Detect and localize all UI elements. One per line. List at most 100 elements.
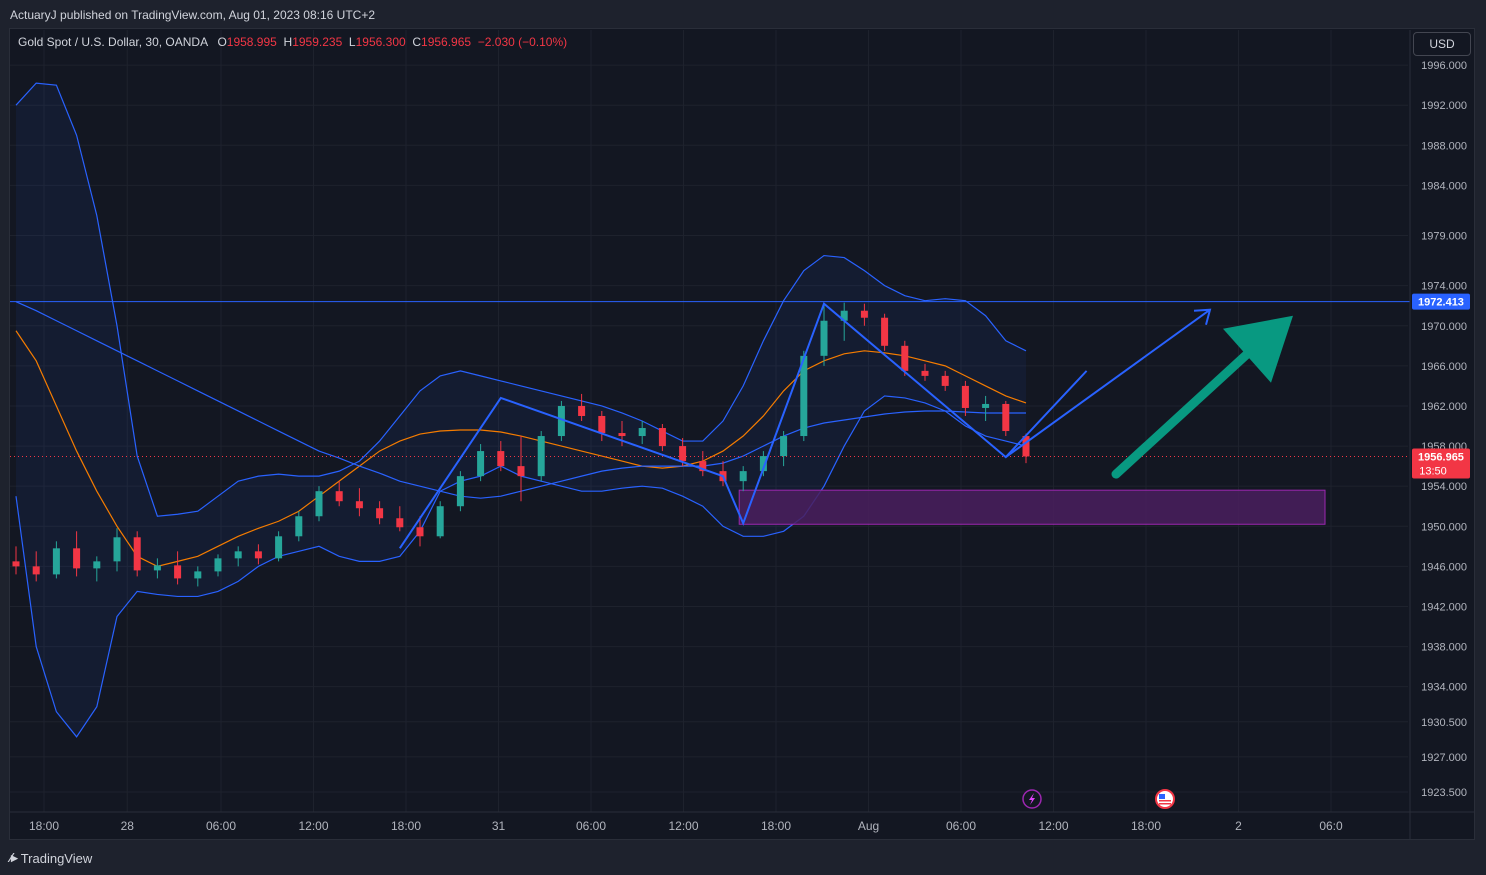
candle-body (881, 317, 889, 346)
candle-body (1002, 403, 1010, 432)
candle-body (578, 405, 586, 416)
symbol-legend: Gold Spot / U.S. Dollar, 30, OANDA O1958… (18, 35, 567, 49)
lightning-bolt-glyph (1029, 793, 1035, 805)
close-value: 1956.965 (421, 35, 472, 49)
y-tick-label: 1988.000 (1421, 140, 1467, 152)
x-tick-label: 12:00 (298, 819, 328, 833)
publisher-bar: ActuaryJ published on TradingView.com, A… (0, 0, 1486, 28)
price-axis[interactable]: 1996.000 1992.000 1988.000 1984.000 1979.000… (1409, 30, 1470, 840)
bollinger-fill (16, 83, 1026, 737)
flag-stripe (1159, 800, 1171, 802)
candle-body (275, 536, 283, 559)
event-markers[interactable] (1022, 789, 1175, 809)
open-label: O (217, 35, 227, 49)
x-tick-label: 2 (1235, 819, 1242, 833)
tradingview-logo-icon: ⁄▸ (10, 850, 18, 865)
demand-zone (738, 489, 1326, 525)
x-tick-label: 06:0 (1319, 819, 1343, 833)
y-tick-label: 1923.500 (1421, 787, 1467, 799)
level-price-tag-bg (1412, 293, 1470, 310)
level-price-tag: 1972.413 (1412, 293, 1470, 310)
publisher-line: ActuaryJ published on TradingView.com, A… (10, 8, 376, 22)
drawing-tools (398, 302, 1293, 549)
time-axis[interactable]: 18:00 28 06:00 12:00 18:00 31 06:00 12:00 18:00 A… (10, 811, 1475, 833)
candle-body (820, 320, 828, 356)
y-tick-label: 1984.000 (1421, 180, 1467, 192)
x-tick-label: 18:00 (391, 819, 421, 833)
candle-body (598, 415, 606, 434)
x-tick-label: Aug (858, 819, 879, 833)
x-tick-label: 18:00 (761, 819, 791, 833)
y-tick-label: 1927.000 (1421, 752, 1467, 764)
candle-body (517, 466, 525, 477)
last-price-tag: 1956.965 13:50 (1412, 448, 1470, 479)
candle-body (456, 476, 464, 507)
y-tick-label: 1938.000 (1421, 642, 1467, 654)
tradingview-brand[interactable]: ⁄▸ TradingView (10, 850, 92, 866)
candle-body (679, 446, 687, 462)
candle-body (376, 508, 384, 519)
x-tick-label: 18:00 (1131, 819, 1161, 833)
y-tick-label: 1979.000 (1421, 231, 1467, 243)
flag-canton (1159, 794, 1165, 799)
bollinger-bands (15, 82, 1027, 738)
x-tick-label: 18:00 (29, 819, 59, 833)
symbol-name: Gold Spot / U.S. Dollar, 30, OANDA (18, 35, 208, 49)
candle-body (113, 537, 121, 562)
y-tick-label: 1974.000 (1421, 281, 1467, 293)
candle-body (254, 551, 262, 559)
x-tick-label: 12:00 (668, 819, 698, 833)
candle-body (901, 345, 909, 371)
candle-body (658, 428, 666, 447)
candle-body (234, 551, 242, 559)
last-price-tag-text: 1956.965 (1418, 451, 1464, 463)
candle-body (436, 506, 444, 537)
candle-body (739, 471, 747, 482)
candle-body (941, 375, 949, 386)
y-tick-label: 1950.000 (1421, 521, 1467, 533)
candle-body (840, 310, 848, 321)
brand-name: TradingView (20, 850, 93, 866)
candle-body (982, 403, 990, 408)
price-change: −2.030 (−0.10%) (477, 35, 568, 49)
candle-body (800, 355, 808, 437)
y-tick-label: 1970.000 (1421, 321, 1467, 333)
candle-body (396, 518, 404, 528)
currency-button[interactable]: USD (1413, 32, 1471, 56)
bullish-arrow-shaft (1111, 333, 1270, 479)
last-price-tag-bg (1412, 448, 1470, 479)
demand-zone-rect (738, 489, 1326, 525)
candle-body (153, 565, 161, 571)
y-tick-label: 1966.000 (1421, 361, 1467, 373)
close-label: C (412, 35, 422, 49)
x-tick-label: 06:00 (576, 819, 606, 833)
candle-body (961, 385, 969, 408)
candle-body (214, 558, 222, 572)
candle-body (759, 456, 767, 472)
candle-body (780, 436, 788, 457)
candle-body (860, 310, 868, 318)
projection-arrow-head (1193, 308, 1212, 325)
candle-body (618, 433, 626, 437)
level-price-tag-text: 1972.413 (1418, 297, 1464, 309)
candle-body (335, 491, 343, 502)
projection-arrow-blue (1005, 308, 1211, 458)
y-tick-label: 1942.000 (1421, 601, 1467, 613)
x-tick-label: 28 (121, 819, 135, 833)
chart-frame[interactable] (9, 28, 1475, 840)
candle-body (638, 428, 646, 437)
y-tick-label: 1946.000 (1421, 561, 1467, 573)
y-tick-label: 1962.000 (1421, 401, 1467, 413)
candle-body (194, 571, 202, 579)
y-tick-label: 1934.000 (1421, 682, 1467, 694)
candlesticks (12, 302, 1030, 587)
low-label: L (348, 35, 356, 49)
bollinger-upper-line (15, 82, 1027, 517)
low-value: 1956.300 (355, 35, 406, 49)
candle-body (477, 451, 485, 477)
y-tick-label: 1954.000 (1421, 481, 1467, 493)
x-tick-label: 06:00 (946, 819, 976, 833)
candle-body (52, 548, 60, 575)
high-label: H (283, 35, 293, 49)
